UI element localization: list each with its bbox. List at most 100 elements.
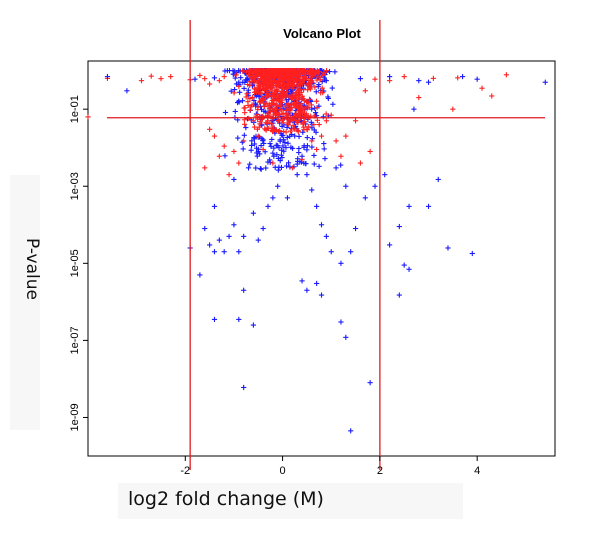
cloud-point [257, 165, 263, 172]
data-point [270, 195, 276, 201]
cloud-point [231, 90, 237, 96]
data-point [450, 106, 456, 112]
cloud-point [258, 142, 264, 149]
data-point [323, 118, 329, 124]
cloud-point [274, 89, 280, 95]
y-axis-label: P-value [22, 238, 42, 300]
cloud-point [233, 72, 239, 78]
cloud-point [284, 124, 290, 131]
cloud-point [296, 72, 303, 78]
data-point [357, 76, 364, 82]
data-point [255, 237, 261, 243]
cloud-point [312, 84, 318, 90]
cloud-point [263, 165, 269, 171]
cloud-point [291, 126, 297, 132]
cloud-point [264, 74, 270, 80]
data-point [469, 250, 475, 257]
data-point [231, 176, 237, 183]
cloud-point [275, 155, 282, 162]
cloud-point [266, 105, 273, 112]
data-point [372, 76, 378, 82]
cloud-point [245, 99, 251, 105]
x-axis-label: log2 fold change (M) [128, 488, 324, 510]
data-point [343, 334, 349, 340]
cloud-point [287, 82, 293, 88]
cloud-point [306, 100, 312, 106]
cloud-point [252, 103, 259, 109]
data-point [158, 76, 164, 82]
data-point [318, 222, 325, 228]
cloud-point [283, 129, 289, 135]
cloud-point [283, 144, 289, 151]
data-point [314, 146, 320, 153]
data-point [387, 74, 393, 80]
cloud-point [314, 105, 320, 111]
cloud-point [240, 68, 246, 74]
cloud-point [222, 153, 228, 159]
cloud-point [280, 74, 286, 80]
cloud-point [232, 108, 238, 115]
data-point [207, 126, 213, 132]
data-point [241, 287, 247, 293]
cloud-point [265, 110, 271, 116]
data-point [275, 94, 281, 101]
data-point [387, 242, 393, 248]
cloud-point [253, 145, 260, 151]
cloud-point [294, 94, 300, 101]
data-point [289, 83, 295, 89]
data-point [294, 172, 300, 178]
cloud-point [297, 86, 303, 92]
cloud-point [292, 68, 298, 74]
data-point [207, 81, 213, 87]
data-point [255, 133, 261, 139]
cloud-point [293, 112, 299, 118]
data-point [479, 85, 485, 91]
data-point [372, 183, 378, 189]
x-tick-label: -2 [180, 465, 190, 477]
cloud-point [256, 99, 263, 105]
data-point [430, 75, 436, 81]
data-point [299, 153, 305, 159]
data-point [309, 187, 315, 193]
cloud-point [268, 121, 275, 127]
cloud-point [329, 85, 335, 91]
data-point [489, 93, 495, 99]
cloud-point [249, 94, 255, 101]
cloud-point [267, 140, 273, 147]
cloud-point [275, 167, 281, 173]
cloud-point [305, 82, 312, 88]
cloud-point [235, 135, 241, 141]
xlabel-background [118, 483, 463, 519]
cloud-point [272, 127, 279, 133]
data-point [279, 79, 286, 85]
cloud-point [304, 147, 310, 153]
cloud-point [270, 150, 276, 156]
data-point [318, 133, 325, 139]
data-point [299, 278, 305, 284]
cloud-point [274, 69, 281, 75]
cloud-point [248, 104, 254, 110]
cloud-point [255, 104, 261, 110]
cloud-point [286, 106, 293, 113]
data-point [275, 183, 281, 189]
cloud-point [320, 72, 326, 78]
cloud-point [300, 129, 306, 135]
cloud-point [279, 147, 285, 153]
cloud-point [244, 91, 250, 97]
data-point [367, 380, 373, 386]
cloud-point [251, 124, 258, 130]
cloud-point [251, 97, 257, 104]
cloud-point [271, 153, 277, 159]
data-point [367, 148, 373, 155]
cloud-point [288, 144, 294, 150]
data-point [207, 242, 213, 248]
cloud-point [238, 75, 244, 81]
data-point [192, 76, 198, 82]
cloud-point [296, 81, 302, 87]
data-point [260, 69, 266, 75]
cloud-point [280, 143, 286, 149]
cloud-point [297, 103, 303, 109]
cloud-point [247, 78, 253, 85]
data-point [425, 203, 432, 209]
data-point [241, 384, 247, 391]
